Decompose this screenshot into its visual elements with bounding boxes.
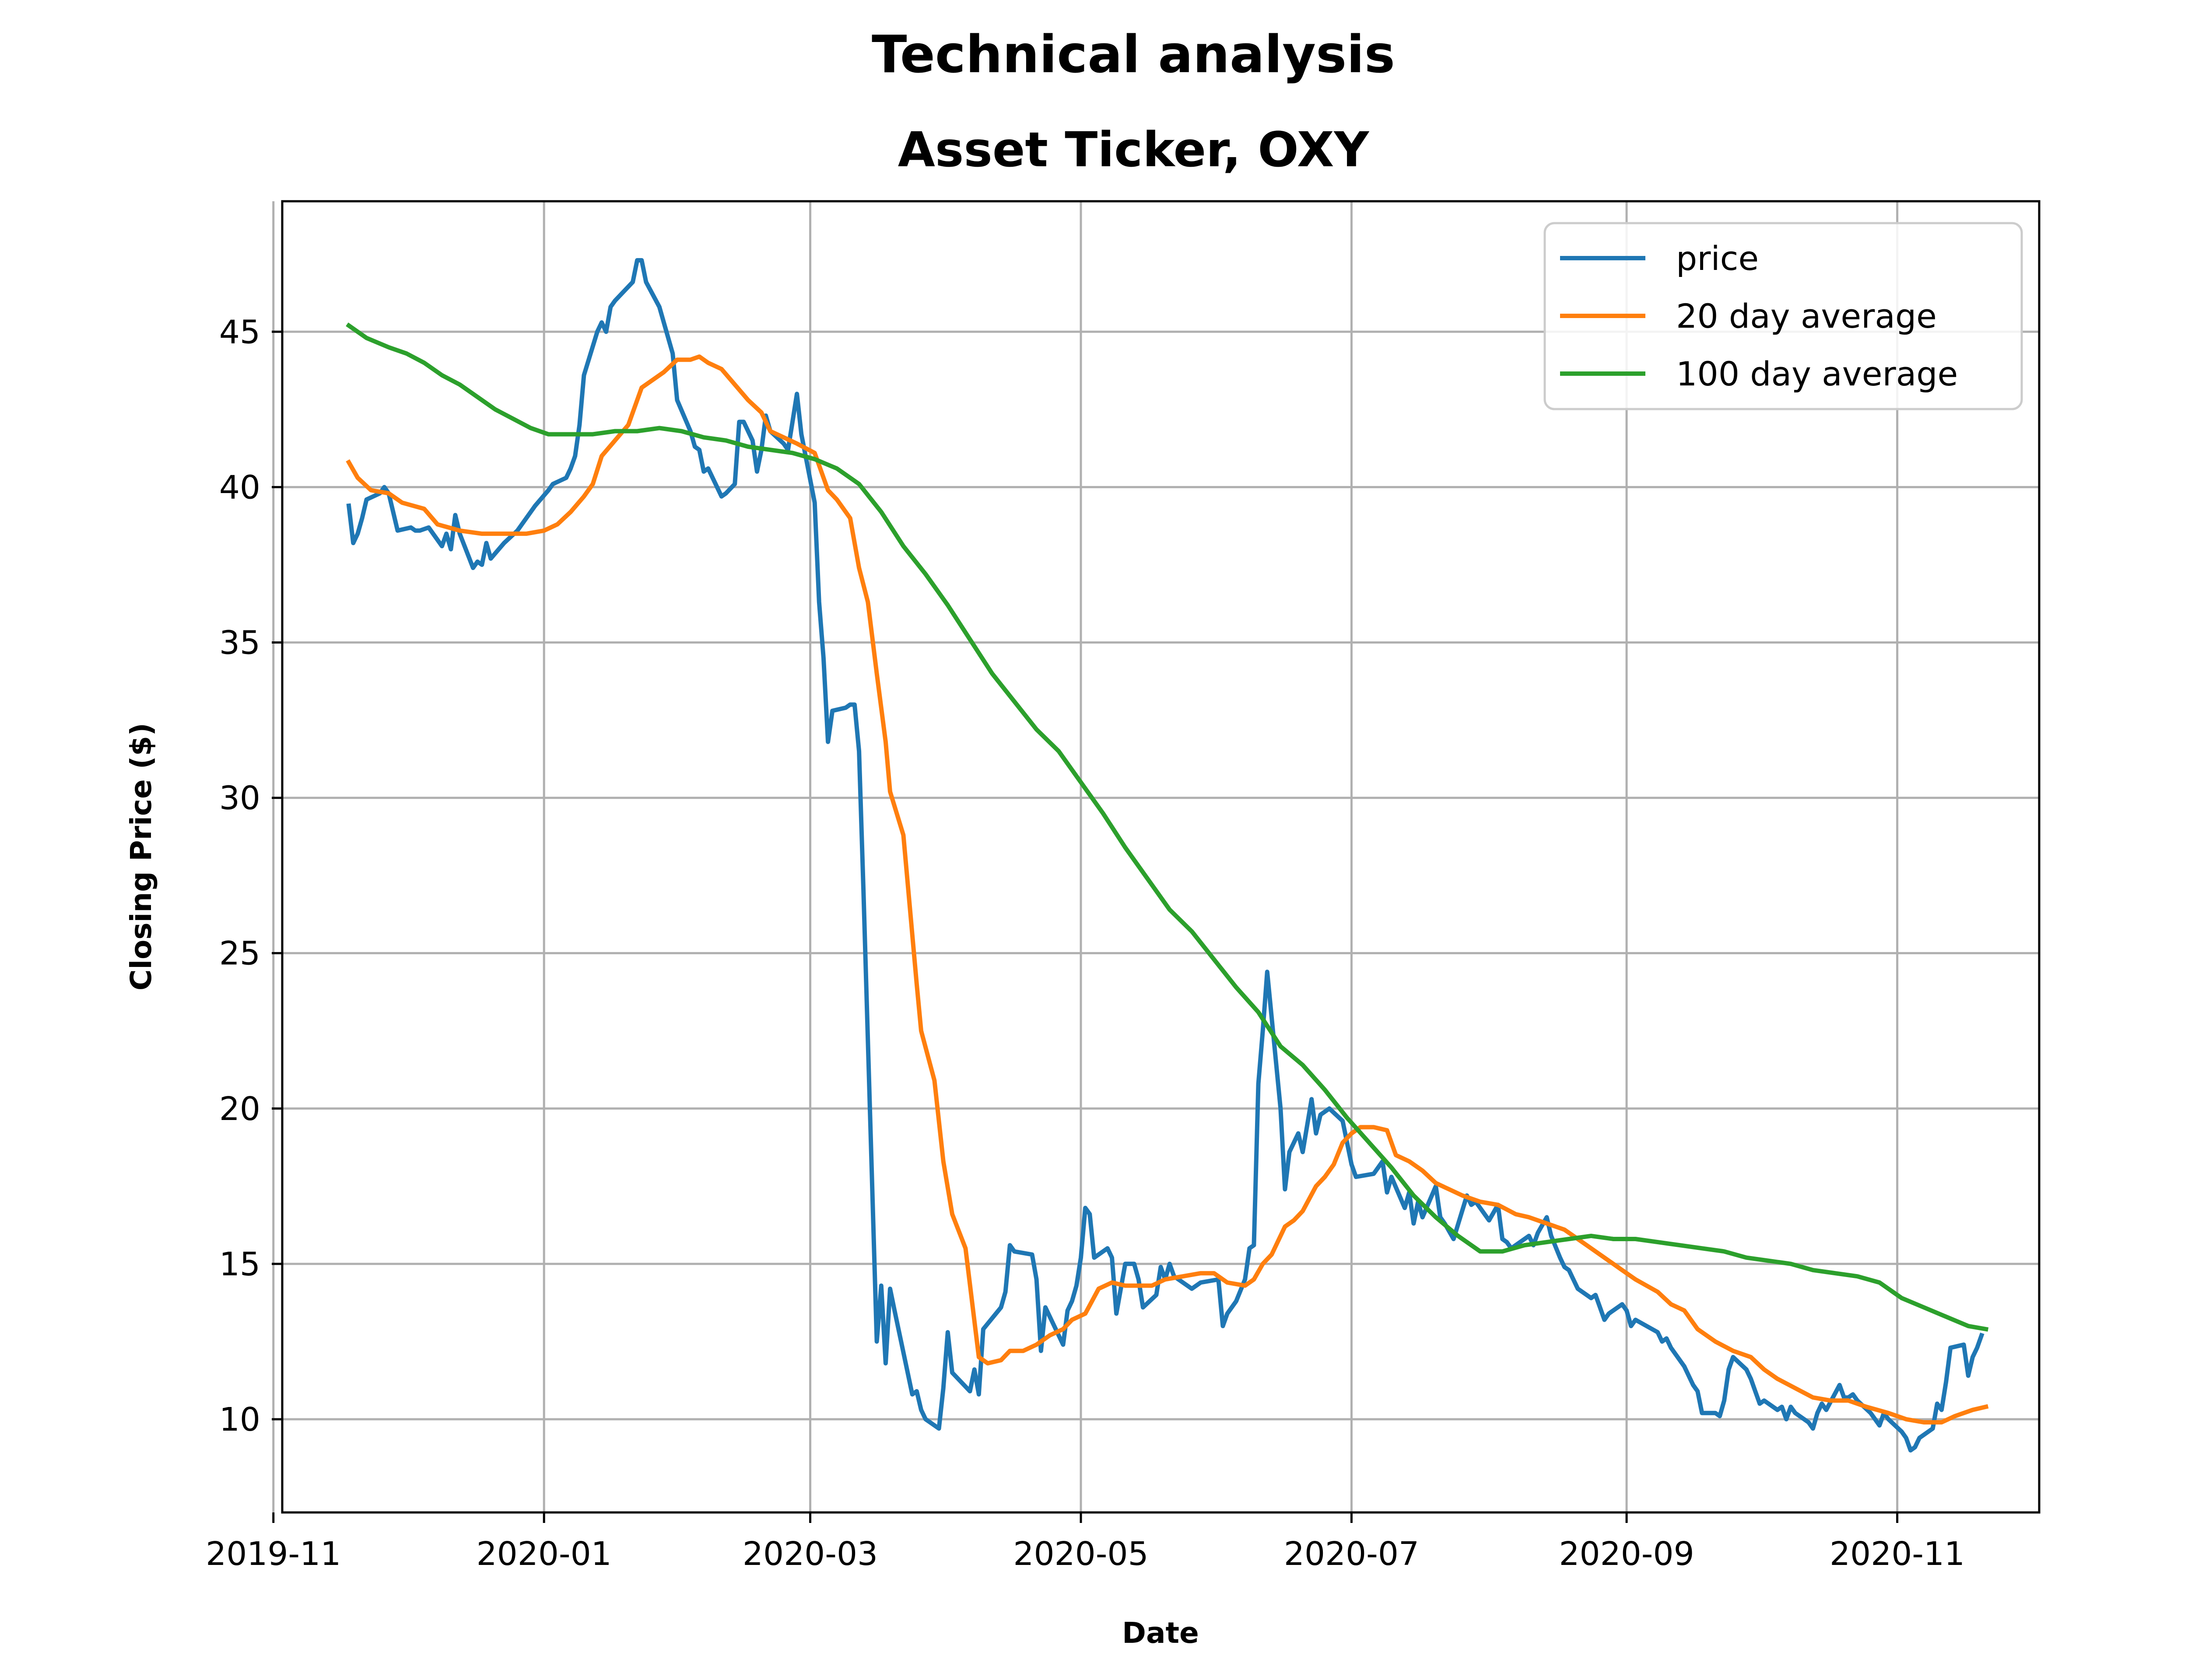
series-line-20-day-average (346, 354, 1989, 1424)
chart-title: Technical analysis (872, 24, 1395, 84)
y-tick-label: 45 (219, 313, 260, 351)
y-tick-label: 15 (219, 1246, 260, 1283)
x-tick-label: 2020-07 (1284, 1535, 1419, 1573)
series-line-price (346, 258, 1985, 1452)
y-tick-label: 20 (219, 1090, 260, 1128)
x-tick-label: 2020-03 (743, 1535, 878, 1573)
x-axis: 2019-11 2020-01 2020-03 2020-05 2020-07 2020-… (206, 1512, 1965, 1573)
x-tick-label: 2020-11 (1830, 1535, 1965, 1573)
y-tick-label: 35 (219, 624, 260, 662)
x-tick-label: 2020-01 (477, 1535, 612, 1573)
x-tick-label: 2020-09 (1559, 1535, 1694, 1573)
y-tick-label: 30 (219, 780, 260, 817)
plot-area-frame (281, 200, 2041, 1514)
x-tick-label: 2019-11 (206, 1535, 341, 1573)
legend-entry-label: 20 day average (1676, 297, 1937, 336)
series-line-100-day-average (346, 322, 1989, 1332)
legend-entry-label: price (1676, 239, 1759, 278)
legend-entry-label: 100 day average (1676, 354, 1958, 393)
chart-subtitle: Asset Ticker, OXY (898, 122, 1370, 178)
legend-box (1543, 222, 2023, 410)
legend: price 20 day average 100 day average (1543, 222, 2023, 410)
x-axis-label: Date (1122, 1616, 1199, 1650)
y-tick-label: 40 (219, 469, 260, 506)
grid-lines (272, 201, 2039, 1512)
y-axis: 10 15 20 25 30 35 40 45 (219, 313, 282, 1438)
y-tick-label: 10 (219, 1401, 260, 1438)
x-tick-label: 2020-05 (1013, 1535, 1148, 1573)
y-axis-label: Closing Price ($) (124, 723, 158, 990)
y-tick-label: 25 (219, 935, 260, 973)
series-lines (346, 258, 1989, 1452)
